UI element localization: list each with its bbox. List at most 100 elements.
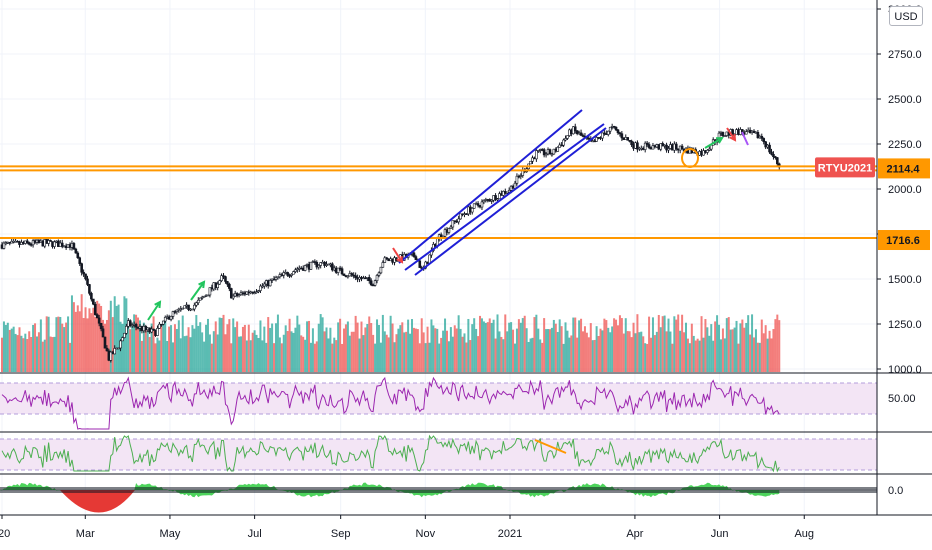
red-arrow[interactable]	[729, 133, 737, 142]
volume-bar	[397, 328, 400, 372]
candle-body	[350, 273, 354, 276]
red-arrow[interactable]	[392, 247, 403, 263]
volume-bar	[554, 323, 557, 372]
time-axis[interactable]: 20 Mar May Jul Sep Nov 2021 Apr Jun Aug	[0, 514, 932, 540]
volume-bar	[350, 331, 353, 372]
volume-bar	[294, 327, 297, 372]
candle-body	[505, 191, 509, 194]
volume-bar	[117, 304, 120, 372]
volume-bar	[605, 320, 608, 372]
volume-bar	[603, 318, 606, 372]
candle-body	[346, 275, 350, 278]
volume-bar	[2, 321, 5, 372]
candle-body	[255, 291, 258, 294]
volume-bar	[18, 327, 21, 372]
oscillator-trendline[interactable]	[534, 439, 567, 454]
volume-bar	[583, 326, 586, 372]
x-tick-label: 2021	[498, 528, 522, 540]
volume-bar	[502, 339, 505, 372]
volume-bar	[189, 337, 192, 372]
trend-drawings[interactable]	[147, 109, 749, 321]
volume-bar	[16, 335, 19, 372]
volume-bar	[206, 318, 209, 372]
green-arrow[interactable]	[147, 301, 161, 321]
green-arrow[interactable]	[198, 280, 206, 289]
green-arrow[interactable]	[154, 300, 162, 309]
volume-bar	[333, 337, 336, 372]
candle-body	[150, 328, 153, 333]
purple-mark[interactable]	[741, 131, 749, 146]
candle-body	[529, 160, 532, 165]
green-arrow[interactable]	[704, 137, 723, 149]
volume-bar	[236, 321, 239, 372]
symbol-badge-text: RTYU2021	[818, 162, 872, 174]
volume-bar	[644, 343, 647, 372]
candle-body	[202, 295, 206, 298]
candle-body	[95, 314, 99, 319]
candle-body	[595, 137, 598, 142]
volume-bar	[113, 296, 116, 372]
red-arrow[interactable]	[396, 255, 404, 264]
red-arrow[interactable]	[726, 127, 736, 141]
candle-body	[379, 266, 383, 274]
volume-bar	[164, 320, 167, 372]
price-axis[interactable]: 3000.02750.02500.02250.02000.01750.01500…	[876, 0, 922, 515]
volume-bar	[220, 317, 223, 372]
candle-body	[354, 275, 357, 278]
volume-bar	[325, 327, 328, 372]
candle-body	[385, 257, 389, 260]
volume-bar	[411, 319, 414, 372]
volume-bar	[183, 336, 186, 372]
candle-body	[196, 299, 200, 304]
volume-bar	[156, 337, 159, 372]
volume-bar	[69, 342, 72, 372]
candle-body	[494, 195, 497, 201]
candle-body	[117, 347, 120, 350]
currency-label[interactable]: USD	[889, 6, 923, 26]
volume-bar	[403, 332, 406, 372]
volume-bar	[55, 317, 58, 372]
y-tick-label: 1250.0	[888, 319, 922, 331]
volume-bar	[642, 336, 645, 372]
grid	[0, 0, 877, 515]
green-arrow[interactable]	[190, 281, 205, 301]
volume-bar	[754, 329, 757, 372]
volume-bar	[230, 343, 233, 372]
candle-body	[228, 283, 231, 289]
candle-body	[606, 130, 610, 135]
volume-bar	[471, 324, 474, 372]
volume-bar	[154, 343, 157, 372]
candle-body	[608, 126, 612, 132]
volume-bar	[241, 326, 244, 372]
volume-bar	[560, 326, 563, 372]
volume-bar	[492, 319, 495, 372]
candle-body	[614, 126, 618, 131]
volume-bar	[721, 328, 724, 372]
volume-bar	[418, 343, 421, 372]
volume-bar	[772, 329, 775, 372]
candle-body	[515, 175, 519, 184]
volume-bar	[45, 316, 48, 372]
channel-line[interactable]	[414, 127, 607, 276]
x-tick-label: Jul	[248, 528, 262, 540]
green-arrow[interactable]	[715, 136, 724, 144]
horizontal-levels[interactable]	[0, 165, 877, 240]
candle-body	[156, 328, 159, 336]
volume-bar	[261, 340, 264, 372]
candle-body	[451, 220, 455, 228]
candle-body	[226, 281, 229, 285]
volume-bar	[651, 317, 654, 372]
channel-line[interactable]	[404, 123, 605, 271]
volume-bar	[379, 342, 382, 372]
rsi-tick-label: 50.00	[888, 393, 916, 405]
volume-bar	[158, 340, 161, 372]
orange-circle[interactable]	[681, 148, 699, 168]
volume-bar	[364, 327, 367, 372]
volume-bar	[723, 338, 726, 372]
candle-body	[78, 257, 82, 264]
volume-bar	[601, 330, 604, 372]
volume-bar	[576, 337, 579, 372]
volume-bar	[749, 334, 752, 372]
channel-line[interactable]	[398, 109, 583, 264]
